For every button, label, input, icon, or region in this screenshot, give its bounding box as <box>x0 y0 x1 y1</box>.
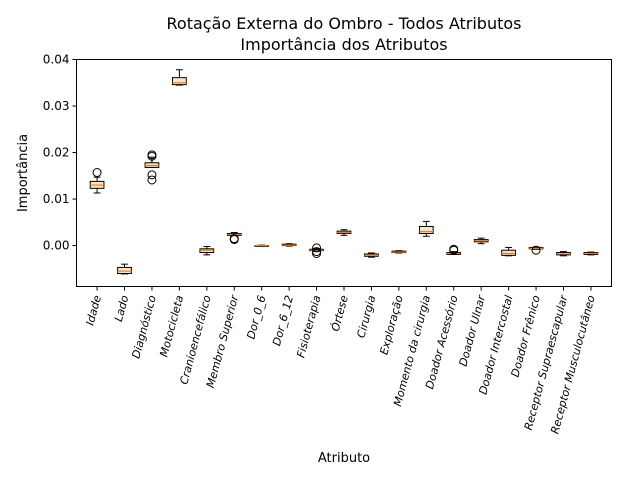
box-item <box>336 229 352 236</box>
box-item <box>556 251 571 257</box>
chart-subtitle: Importância dos Atributos <box>240 35 447 54</box>
box-iqr <box>117 266 132 274</box>
box-item <box>418 220 434 237</box>
flier-point <box>531 245 541 255</box>
flier-point <box>229 234 239 244</box>
box-iqr <box>418 225 434 234</box>
flier-point <box>147 150 157 160</box>
flier-point <box>312 243 322 253</box>
flier-point <box>92 168 102 178</box>
flier-point <box>147 170 157 180</box>
box-item <box>473 237 489 245</box>
box-item <box>391 250 407 254</box>
flier-point <box>449 244 459 254</box>
box-item <box>364 252 379 258</box>
y-tick-label: 0.01 <box>43 192 70 206</box>
box-iqr <box>501 249 516 256</box>
plot-area-frame <box>76 59 612 287</box>
y-axis: 0.00 0.01 0.02 0.03 0.04 <box>43 53 77 253</box>
box-item <box>117 263 132 275</box>
box-item <box>226 232 242 245</box>
box-item <box>583 251 599 256</box>
box-item <box>199 245 215 256</box>
box-item <box>172 69 187 86</box>
y-tick-label: 0.04 <box>43 53 70 67</box>
box-item <box>281 243 297 247</box>
x-axis-label: Atributo <box>318 451 370 466</box>
y-tick-label: 0.03 <box>43 99 70 113</box>
y-tick-label: 0.00 <box>43 239 70 253</box>
flier-point <box>312 248 322 258</box>
box-item <box>144 150 160 185</box>
box-item <box>309 243 324 258</box>
box-item <box>89 168 105 194</box>
box-item <box>528 245 544 255</box>
box-iqr <box>172 77 187 86</box>
box-item <box>501 246 516 257</box>
box-item <box>254 244 270 247</box>
y-tick-label: 0.02 <box>43 146 70 160</box>
y-axis-label: Importância <box>16 134 31 212</box>
box-item <box>446 244 462 255</box>
chart-title: Rotação Externa do Ombro - Todos Atribut… <box>167 14 522 33</box>
flier-point <box>147 175 157 185</box>
box-series <box>89 69 599 275</box>
